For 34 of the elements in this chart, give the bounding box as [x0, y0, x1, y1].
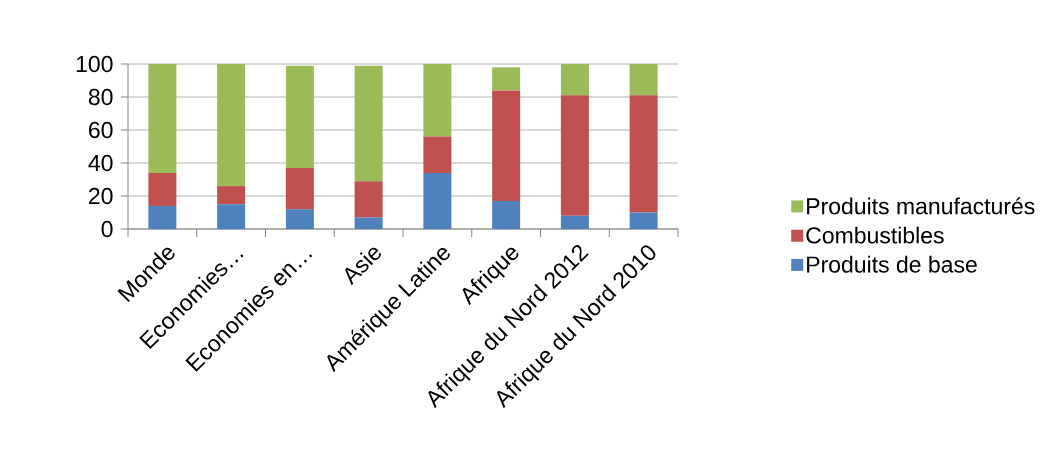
bar: [217, 64, 246, 187]
bar: [629, 212, 658, 229]
bar: [560, 95, 589, 216]
legend-label: Combustibles: [806, 226, 944, 244]
bar: [423, 172, 452, 229]
bar: [629, 64, 658, 96]
y-tick-label: 100: [76, 55, 113, 73]
bar: [354, 65, 383, 182]
bar: [629, 95, 658, 213]
bar: [285, 209, 314, 229]
bar: [560, 64, 589, 96]
legend-label: Produits de base: [807, 255, 977, 273]
bar: [285, 65, 314, 168]
y-tick-label: 20: [89, 187, 113, 205]
legend-label: Produits manufacturés: [807, 197, 1035, 215]
bar: [492, 90, 521, 201]
bar: [217, 204, 246, 229]
bar: [492, 200, 521, 229]
bar: [423, 64, 452, 137]
y-tick-label: 60: [89, 121, 113, 139]
x-tick-label: Asie: [345, 247, 381, 286]
y-tick-label: 80: [88, 88, 113, 106]
bar: [148, 64, 177, 173]
bar: [423, 136, 452, 173]
bar: [148, 172, 177, 206]
bar: [492, 67, 521, 91]
bar: [354, 217, 383, 229]
bar: [560, 215, 589, 229]
y-tick-label: 40: [88, 154, 113, 172]
bar: [217, 186, 246, 205]
bar: [148, 205, 177, 229]
bar: [354, 181, 383, 218]
y-tick-label: 0: [101, 220, 113, 238]
bar: [285, 167, 314, 210]
